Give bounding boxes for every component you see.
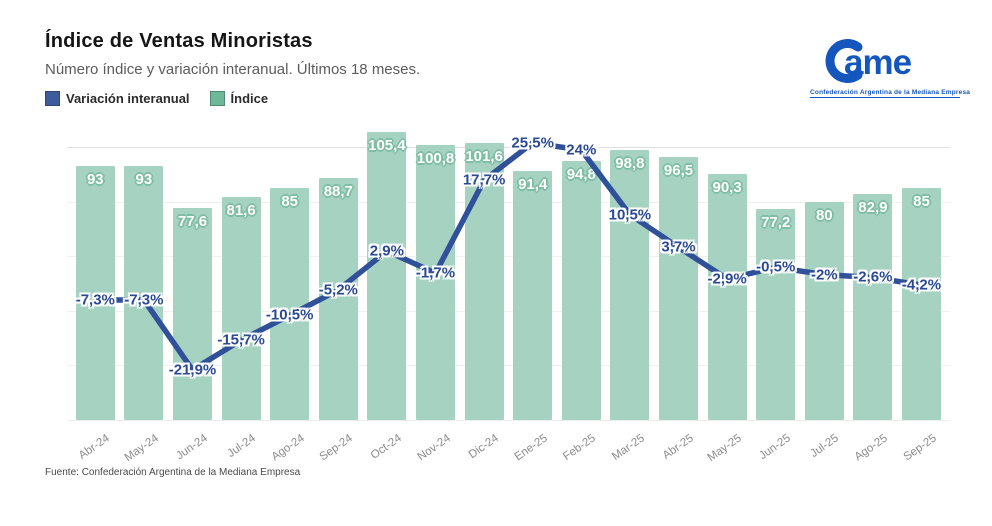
- bar-value-label-Abr-25: 96,5: [663, 161, 694, 179]
- page-subtitle: Número índice y variación interanual. Úl…: [45, 61, 421, 78]
- legend-label: Índice: [230, 91, 269, 106]
- line-point-label-Mar-25: 10,5%: [608, 206, 652, 224]
- came-logo-mark: ame: [825, 39, 913, 83]
- bar-value-label-Ago-25: 82,9: [858, 198, 888, 216]
- bar-value-label-Jul-24: 81,6: [226, 202, 256, 220]
- page-title: Índice de Ventas Minoristas: [45, 30, 313, 52]
- bar-Jun-25: [756, 209, 796, 420]
- line-point-label-Feb-25: 24%: [566, 141, 597, 159]
- bar-value-label-Ago-24: 85: [281, 192, 299, 210]
- bar-value-label-Mar-25: 98,8: [615, 155, 645, 173]
- bar-Nov-24: [416, 144, 455, 420]
- legend-swatch: [209, 91, 225, 106]
- bar-Oct-24: [367, 132, 407, 420]
- bar-value-label-Ene-25: 91,4: [518, 175, 548, 193]
- bar-Ene-25: [513, 170, 553, 420]
- bar-May-25: [707, 173, 747, 420]
- bar-value-label-Nov-24: 100,8: [416, 149, 455, 167]
- bar-value-label-May-25: 90,3: [712, 178, 742, 196]
- legend-item-indice: Índice: [209, 91, 269, 106]
- line-point-label-Jul-24: -15,7%: [217, 331, 265, 349]
- line-point-label-Ago-24: -10,5%: [265, 306, 314, 324]
- bar-value-label-Sep-25: 85: [913, 192, 930, 210]
- bar-Jul-25: [804, 201, 844, 420]
- came-logo-c-arc: [825, 39, 863, 83]
- legend-item-variacion-interanual: Variación interanual: [45, 91, 190, 106]
- bar-Ago-24: [270, 187, 310, 420]
- line-point-label-Jun-24: -21,9%: [168, 361, 217, 379]
- line-point-label-Nov-24: -1,7%: [415, 264, 456, 282]
- bar-Feb-25: [561, 161, 601, 420]
- legend-label: Variación interanual: [66, 91, 190, 106]
- x-axis-baseline: [67, 420, 950, 421]
- bar-value-label-May-24: 93: [135, 171, 153, 189]
- came-logo: ame Confederación Argentina de la Median…: [810, 36, 971, 98]
- bar-Ago-25: [853, 193, 893, 420]
- line-point-label-Jun-25: -0,5%: [756, 258, 796, 276]
- line-point-label-Oct-24: 2,9%: [369, 242, 404, 260]
- legend-swatch: [45, 91, 60, 106]
- bar-value-label-Oct-24: 105,4: [368, 137, 406, 155]
- line-point-label-Ene-25: 25,5%: [511, 134, 554, 152]
- bar-value-label-Dic-24: 101,6: [465, 147, 503, 165]
- gridline-100: [67, 147, 950, 149]
- bar-value-label-Sep-24: 88,7: [323, 182, 353, 200]
- line-point-label-Ago-25: -2,6%: [853, 268, 893, 286]
- bar-value-label-Feb-25: 94,8: [566, 166, 596, 184]
- line-point-label-May-25: -2,9%: [707, 270, 747, 288]
- bar-value-label-Abr-24: 93: [86, 171, 104, 189]
- bar-value-label-Jun-25: 77,2: [761, 214, 791, 232]
- bar-value-label-Jul-25: 80: [815, 206, 833, 224]
- line-point-label-May-24: -7,3%: [124, 291, 164, 309]
- line-point-label-Abr-25: 3,7%: [661, 238, 696, 256]
- came-logo-tagline: Confederación Argentina de la Mediana Em…: [810, 89, 971, 98]
- came-logo-text: ame: [844, 43, 912, 82]
- bar-Sep-25: [902, 187, 941, 420]
- bar-value-label-Jun-24: 77,6: [177, 213, 208, 231]
- line-point-label-Sep-24: -5,2%: [318, 281, 358, 299]
- bar-Mar-25: [610, 150, 650, 420]
- legend: Variación interanual Índice: [45, 91, 268, 106]
- line-point-label-Sep-25: -4,2%: [901, 276, 942, 294]
- bar-Jul-24: [221, 197, 261, 420]
- line-point-label-Jul-25: -2%: [810, 266, 838, 284]
- line-point-label-Abr-24: -7,3%: [75, 291, 115, 309]
- bar-Abr-25: [659, 156, 698, 420]
- bar-Jun-24: [173, 208, 212, 420]
- line-point-label-Dic-24: 17,7%: [462, 171, 506, 189]
- source-note: Fuente: Confederación Argentina de la Me…: [45, 467, 301, 478]
- bar-Sep-24: [318, 177, 358, 420]
